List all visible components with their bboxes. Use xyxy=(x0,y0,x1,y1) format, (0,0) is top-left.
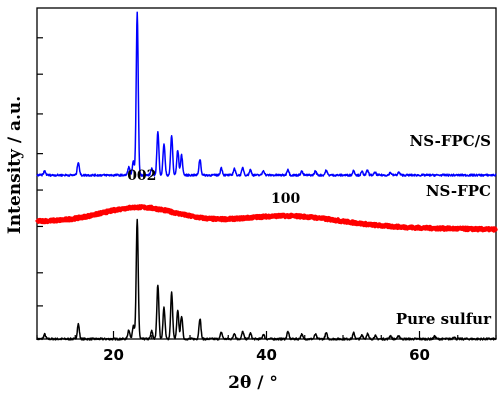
series-line-ns-fpc-s xyxy=(36,11,497,177)
series-label-ns-fpc-s: NS-FPC/S xyxy=(410,132,492,150)
tick-layer: 20 40 60 xyxy=(36,37,497,364)
x-axis-label: 2θ / ° xyxy=(228,373,278,393)
peak-annotation: 100 xyxy=(271,191,300,207)
label-layer: Pure sulfur NS-FPC NS-FPC/S 002 100 xyxy=(127,132,492,328)
x-tick-label: 40 xyxy=(256,346,277,364)
peak-annotation: 002 xyxy=(127,168,156,184)
x-tick-label: 20 xyxy=(103,346,124,364)
y-axis-label: Intensity / a.u. xyxy=(5,96,25,234)
series-layer xyxy=(35,11,498,341)
series-line-ns-fpc xyxy=(35,204,498,233)
x-tick-label: 60 xyxy=(409,346,430,364)
plot-frame xyxy=(36,7,497,340)
series-label-ns-fpc: NS-FPC xyxy=(426,182,491,200)
series-label-pure-sulfur: Pure sulfur xyxy=(396,310,492,328)
